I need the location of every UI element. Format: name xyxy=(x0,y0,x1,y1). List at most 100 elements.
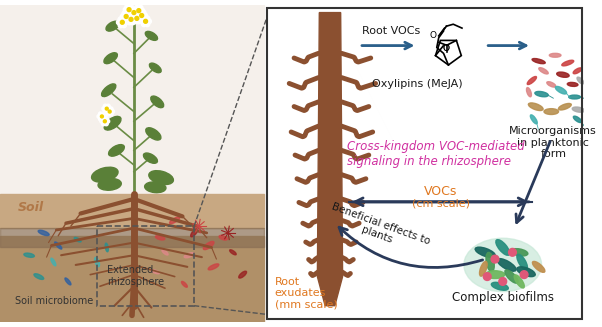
Circle shape xyxy=(104,109,107,113)
Circle shape xyxy=(125,4,130,9)
Circle shape xyxy=(125,11,130,16)
Circle shape xyxy=(136,13,141,18)
Circle shape xyxy=(118,23,123,28)
Ellipse shape xyxy=(529,103,543,111)
Ellipse shape xyxy=(527,88,532,97)
Ellipse shape xyxy=(162,250,168,255)
Circle shape xyxy=(144,19,147,23)
Circle shape xyxy=(101,115,104,118)
Circle shape xyxy=(122,17,126,22)
Circle shape xyxy=(105,107,108,110)
Ellipse shape xyxy=(149,63,161,73)
Ellipse shape xyxy=(497,259,516,271)
Ellipse shape xyxy=(170,217,180,224)
Circle shape xyxy=(122,23,126,28)
Circle shape xyxy=(138,16,143,21)
Circle shape xyxy=(104,104,107,108)
Ellipse shape xyxy=(464,238,542,292)
Circle shape xyxy=(135,16,139,20)
Ellipse shape xyxy=(485,271,504,279)
Circle shape xyxy=(97,114,101,118)
Circle shape xyxy=(141,16,146,21)
Circle shape xyxy=(133,13,138,18)
Ellipse shape xyxy=(491,282,508,290)
Circle shape xyxy=(145,16,150,21)
Circle shape xyxy=(133,7,138,12)
Circle shape xyxy=(132,19,138,24)
Circle shape xyxy=(109,107,113,111)
Ellipse shape xyxy=(145,31,158,40)
Circle shape xyxy=(122,11,127,16)
Circle shape xyxy=(136,13,141,18)
Circle shape xyxy=(101,117,105,121)
Ellipse shape xyxy=(530,115,537,124)
Text: Microorganisms
in planktonic
form: Microorganisms in planktonic form xyxy=(509,126,597,159)
Circle shape xyxy=(102,107,106,111)
Circle shape xyxy=(101,112,105,116)
Ellipse shape xyxy=(510,249,528,256)
Circle shape xyxy=(99,112,102,116)
Circle shape xyxy=(125,17,130,22)
Circle shape xyxy=(99,117,102,121)
Polygon shape xyxy=(0,5,264,194)
Text: Oxylipins (MeJA): Oxylipins (MeJA) xyxy=(372,79,463,89)
Ellipse shape xyxy=(150,96,164,108)
Circle shape xyxy=(130,20,135,25)
Ellipse shape xyxy=(550,53,561,57)
Circle shape xyxy=(128,10,133,15)
Circle shape xyxy=(109,112,113,116)
Circle shape xyxy=(104,120,107,123)
Text: O: O xyxy=(443,44,450,53)
Ellipse shape xyxy=(34,274,44,280)
Circle shape xyxy=(130,14,135,19)
Circle shape xyxy=(140,19,144,24)
Ellipse shape xyxy=(573,68,582,74)
Circle shape xyxy=(127,14,132,19)
Circle shape xyxy=(108,107,111,111)
Circle shape xyxy=(116,20,122,25)
Ellipse shape xyxy=(559,103,571,110)
Circle shape xyxy=(133,8,138,13)
Circle shape xyxy=(145,22,150,27)
Ellipse shape xyxy=(229,250,236,255)
Ellipse shape xyxy=(106,21,119,31)
Ellipse shape xyxy=(239,271,247,278)
Text: O: O xyxy=(429,31,436,41)
Polygon shape xyxy=(0,228,264,248)
Ellipse shape xyxy=(149,171,173,184)
Circle shape xyxy=(105,110,109,113)
Circle shape xyxy=(103,114,107,118)
Circle shape xyxy=(143,13,147,18)
Ellipse shape xyxy=(95,257,99,267)
Circle shape xyxy=(132,17,137,22)
Ellipse shape xyxy=(514,275,524,288)
Circle shape xyxy=(520,271,528,279)
Circle shape xyxy=(146,19,152,24)
Text: Cross-kingdom VOC-mediated
signaling in the rhizosphere: Cross-kingdom VOC-mediated signaling in … xyxy=(347,140,525,168)
Ellipse shape xyxy=(562,60,574,66)
Circle shape xyxy=(120,14,125,19)
Circle shape xyxy=(128,4,133,9)
Ellipse shape xyxy=(24,253,34,257)
Ellipse shape xyxy=(517,254,527,270)
Text: (cm scale): (cm scale) xyxy=(412,199,470,209)
Ellipse shape xyxy=(102,84,116,96)
Circle shape xyxy=(138,10,143,15)
Polygon shape xyxy=(317,12,343,306)
Text: Extended
rhizosphere: Extended rhizosphere xyxy=(107,265,164,286)
Circle shape xyxy=(107,107,110,111)
Ellipse shape xyxy=(55,242,62,249)
Circle shape xyxy=(141,16,146,21)
Circle shape xyxy=(509,249,517,256)
Circle shape xyxy=(124,14,128,18)
Ellipse shape xyxy=(475,247,495,257)
Circle shape xyxy=(122,17,127,22)
Ellipse shape xyxy=(143,153,158,163)
Text: Soil microbiome: Soil microbiome xyxy=(14,296,93,306)
Text: Root
exudates
(mm scale): Root exudates (mm scale) xyxy=(275,277,337,310)
Ellipse shape xyxy=(38,230,49,235)
Circle shape xyxy=(108,110,111,113)
Ellipse shape xyxy=(577,77,584,84)
Ellipse shape xyxy=(92,167,118,182)
Circle shape xyxy=(499,278,507,285)
